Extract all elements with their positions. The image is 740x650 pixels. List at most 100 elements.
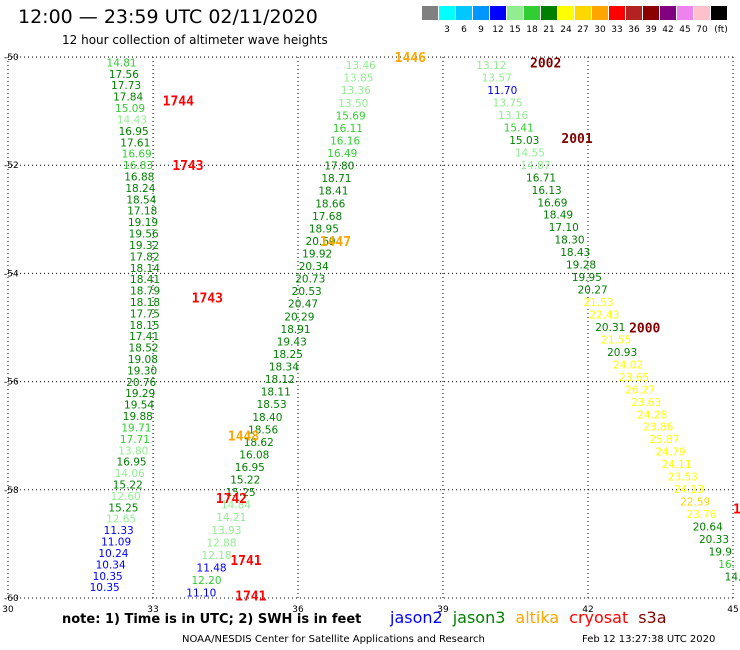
scale-swatch [660,6,676,20]
satellite-legend-item: jason2 [390,608,443,627]
wave-height-value: 13.16 [498,110,528,122]
wave-height-value: 23.76 [686,509,716,521]
wave-height-value: 20.64 [693,521,723,533]
wave-height-value: 22.43 [589,310,619,322]
wave-height-value: 14.84 [221,500,251,512]
wave-height-value: 18.66 [315,198,345,210]
scale-label: 36 [628,25,640,35]
wave-height-value: 20.93 [607,347,637,359]
wave-height-value: 11.48 [197,562,227,574]
y-tick-label: -56 [4,378,19,388]
wave-height-value: 19.88 [123,411,153,423]
satellite-legend: jason2 jason3 altika cryosat s3a [390,608,677,627]
scale-swatch [456,6,472,20]
wave-height-value: 16.88 [124,171,154,183]
wave-height-value: 16.69 [537,197,567,209]
wave-height-value: 19.92 [302,248,332,260]
wave-height-value: 19.29 [125,388,155,400]
wave-height-value: 13.85 [343,73,373,85]
wave-height-value: 18.91 [281,324,311,336]
wave-height-value: 16.11 [333,123,363,135]
wave-height-value: 17.56 [109,69,139,81]
wave-height-value: 20.53 [292,286,322,298]
wave-height-value: 14.87 [520,160,550,172]
pass-time-label: 2000 [629,322,660,337]
wave-height-value: 19.08 [128,354,158,366]
wave-height-value: 13.75 [493,98,523,110]
wave-height-value: 10.34 [96,559,126,571]
scale-label: 45 [679,25,691,35]
scale-swatch [490,6,506,20]
wave-height-value: 18.54 [126,194,156,206]
x-tick-label: 30 [2,605,14,615]
wave-height-value: 23.63 [631,397,661,409]
scale-unit: (ft) [714,25,728,35]
wave-height-value: 15.25 [226,487,256,499]
wave-height-value: 18.24 [125,183,155,195]
wave-height-value: 19.43 [277,336,307,348]
scale-swatch [439,6,455,20]
wave-height-value: 23.86 [643,422,673,434]
generated-timestamp: Feb 12 13:27:38 UTC 2020 [582,634,716,645]
scale-label: 6 [461,25,467,35]
wave-height-value: 17.84 [113,92,143,104]
wave-height-value: 19.32 [129,240,159,252]
wave-height-value: 20.47 [288,299,318,311]
scale-label: 39 [645,25,657,35]
scale-swatch [677,6,693,20]
wave-height-value: 24.13 [674,484,704,496]
wave-height-value: 13.80 [118,445,148,457]
wave-height-value: 15.41 [504,122,534,134]
wave-height-value: 19.54 [124,400,154,412]
scale-label: 18 [526,25,538,35]
pass-time-labels: 1744 1743 1743 1742 1741 1741 1448 1447 1446 2002… [163,51,740,604]
scale-swatch [524,6,540,20]
scale-swatch [626,6,642,20]
wave-height-value: 13.57 [482,73,512,85]
wave-height-value: 11.10 [186,588,216,600]
wave-height-value: 24.02 [613,359,643,371]
wave-height-value: 18.41 [130,274,160,286]
scale-swatch [507,6,523,20]
wave-height-value: 17.82 [130,251,160,263]
wave-height-value: 10.35 [93,571,123,583]
wave-height-value: 17.41 [129,331,159,343]
wave-height-value: 18.11 [261,387,291,399]
scale-label: 42 [662,25,674,35]
wave-height-value: 16.16 [330,135,360,147]
credit-line: NOAA/NESDIS Center for Satellite Applica… [182,634,485,645]
pass-time-label: 1742 [216,492,247,507]
wave-height-value: 17.68 [312,211,342,223]
wave-height-value: 18.53 [257,399,287,411]
wave-height-value: 18.49 [543,210,573,222]
pass-time-label: 1 [733,503,740,518]
wave-height-value: 11.09 [101,537,131,549]
wave-height-value: 13.93 [211,525,241,537]
wave-height-value: 16. [718,559,735,571]
wave-height-value: 18.56 [248,424,278,436]
pass-time-label: 1447 [320,235,351,250]
wave-height-value: 17.73 [111,80,141,92]
wave-height-value: 24.28 [637,409,667,421]
wave-height-value: 20.34 [299,261,329,273]
wave-height-value: 15.03 [509,135,539,147]
scale-label: 12 [492,25,504,35]
wave-height-value: 14.43 [117,114,147,126]
scale-swatch [558,6,574,20]
wave-height-value: 16.69 [122,149,152,161]
wave-height-value: 18.43 [560,247,590,259]
chart-title: 12:00 — 23:59 UTC 02/11/2020 [18,6,318,28]
wave-height-value: 19.28 [566,260,596,272]
footnote: note: 1) Time is in UTC; 2) SWH is in fe… [62,612,362,627]
scale-label: 70 [696,25,708,35]
x-tick-label: 33 [147,605,158,615]
wave-height-value: 20.33 [699,534,729,546]
wave-height-value: 15.25 [108,502,138,514]
wave-height-value: 19.30 [127,365,157,377]
scale-label: 30 [594,25,606,35]
wave-height-value: 18.34 [269,362,299,374]
scale-label: 21 [543,25,555,35]
wave-height-value: 10.24 [98,548,128,560]
